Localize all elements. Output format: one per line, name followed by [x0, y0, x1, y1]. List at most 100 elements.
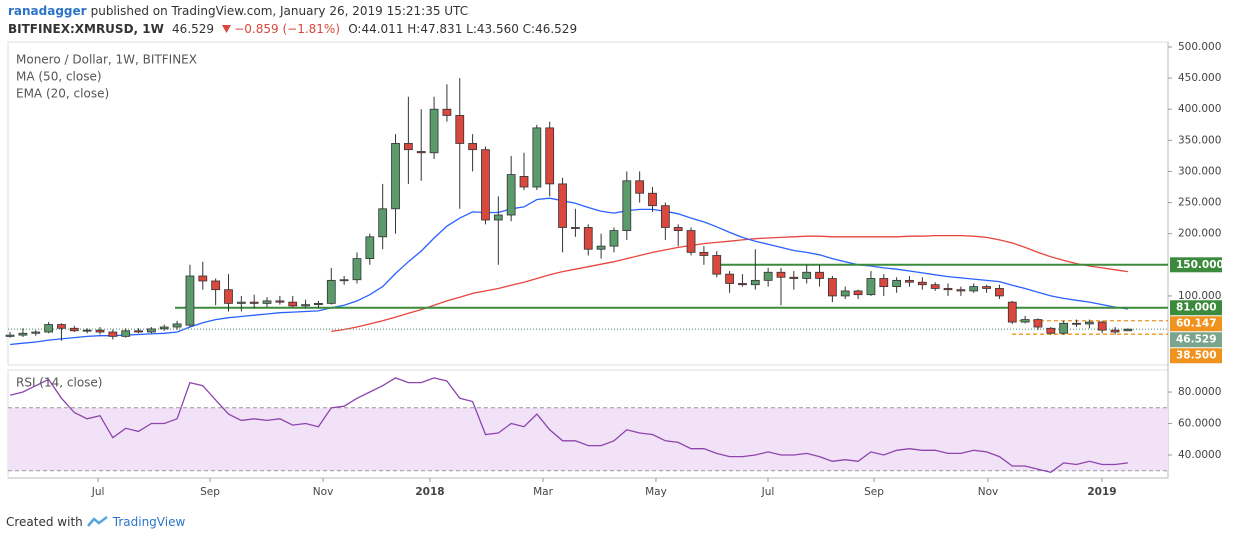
candle-body [982, 286, 991, 289]
legend-ma[interactable]: MA (50, close) [16, 70, 102, 84]
candle-body [725, 273, 734, 284]
candle-body [648, 192, 657, 207]
candle-body [776, 271, 786, 278]
x-tick-label: May [645, 486, 667, 498]
candle-body [134, 330, 143, 333]
candle-body [943, 288, 953, 291]
candle-body [1020, 319, 1030, 323]
candle-body [699, 251, 709, 256]
candle-body [969, 286, 979, 292]
candle-body [673, 227, 683, 231]
down-arrow [222, 25, 232, 33]
price-tag-label: 81.000 [1176, 302, 1217, 314]
author[interactable]: ranadagger [8, 4, 87, 18]
candle-body [18, 332, 28, 336]
candle-body [596, 245, 606, 250]
x-tick-label: Sep [200, 486, 220, 498]
candle-body [609, 230, 619, 247]
candle-body [378, 208, 388, 238]
price-tag-label: 150.000 [1176, 259, 1224, 271]
x-tick-label: Jul [761, 486, 775, 498]
chart-title: Monero / Dollar, 1W, BITFINEX [16, 53, 197, 67]
candle-body [403, 143, 413, 151]
y-tick-label: 300.000 [1178, 165, 1221, 177]
candle-body [249, 301, 259, 304]
candle-body [455, 115, 465, 144]
y-tick-label: 60.0000 [1178, 418, 1221, 430]
last-price: 46.529 [172, 22, 215, 36]
indicator-line [9, 377, 1128, 474]
indicator-line [10, 197, 1128, 346]
y-tick-label: 450.000 [1178, 72, 1221, 84]
candle-body [712, 255, 722, 275]
price-pane [7, 41, 1169, 366]
price-tag [1170, 316, 1222, 332]
candle-body [879, 278, 889, 287]
candle-body [493, 214, 503, 221]
y-tick-label: 250.000 [1178, 197, 1221, 209]
price-tag-label: 46.529 [1176, 334, 1217, 346]
x-tick-label: Nov [313, 486, 334, 498]
candle-body [172, 323, 182, 328]
candle-body [301, 304, 310, 307]
candle-body [44, 324, 53, 333]
legend-rsi[interactable]: RSI (14, close) [16, 376, 102, 390]
candle-body [442, 108, 452, 116]
y-tick-label: 350.000 [1178, 134, 1221, 146]
y-tick-label: 200.000 [1178, 228, 1221, 240]
candle-body [571, 227, 580, 229]
candle-body [147, 328, 156, 333]
candle-body [815, 271, 824, 279]
change: −0.859 (−1.81%) [234, 22, 340, 36]
candle-body [930, 284, 940, 289]
brand[interactable]: TradingView [112, 515, 186, 529]
candle-body [1046, 327, 1056, 334]
chart: 150.000 81.000 60.147 46.529 38.500 Monero /… [5, 41, 1224, 498]
candle-body [69, 327, 79, 332]
candle-body [1110, 329, 1120, 333]
candle-body [763, 271, 773, 281]
candle-body [635, 180, 645, 194]
published: published on TradingView.com, January 26… [90, 4, 469, 18]
candle-body [57, 324, 66, 329]
indicator-line [331, 234, 1128, 333]
candle-body [750, 279, 760, 286]
candle-body [956, 289, 966, 292]
symbol: BITFINEX:XMRUSD, 1W [8, 22, 164, 36]
symbol-line: BITFINEX:XMRUSD, 1W 46.529 −0.859 (−1.81… [8, 22, 581, 36]
x-tick-label: 2019 [1087, 486, 1116, 498]
candle-body [224, 289, 233, 304]
candle-body [995, 288, 1004, 297]
candle-body [828, 278, 837, 297]
candle-body [5, 334, 15, 337]
x-tick-label: Sep [864, 486, 884, 498]
candle-body [840, 290, 850, 297]
candle-body [545, 127, 555, 185]
x-tick-label: 2018 [415, 486, 444, 498]
ohlc: O:44.011 H:47.831 L:43.560 C:46.529 [348, 22, 578, 36]
candle-body [622, 180, 632, 231]
candle-body [686, 230, 696, 253]
candle-body [185, 275, 195, 326]
created-with: Created with [6, 515, 83, 529]
x-tick-label: Jul [91, 486, 105, 498]
candle-body [429, 108, 439, 154]
candle-body [532, 127, 542, 188]
legend-ema[interactable]: EMA (20, close) [16, 87, 109, 101]
candle-body [519, 176, 529, 188]
y-tick-label: 40.0000 [1178, 449, 1221, 461]
candle-body [339, 279, 349, 282]
candle-body [853, 290, 863, 296]
candle-body [391, 143, 400, 210]
candle-body [314, 302, 323, 306]
candle-body [558, 183, 567, 228]
candle-body [1072, 322, 1081, 325]
candle-body [1033, 319, 1043, 328]
x-tick-label: Nov [978, 486, 999, 498]
y-tick-label: 500.000 [1178, 41, 1221, 53]
y-tick-label: 100.000 [1178, 290, 1221, 302]
price-tag-label: 38.500 [1176, 350, 1217, 362]
candle-body [917, 281, 927, 286]
logo [86, 516, 108, 527]
